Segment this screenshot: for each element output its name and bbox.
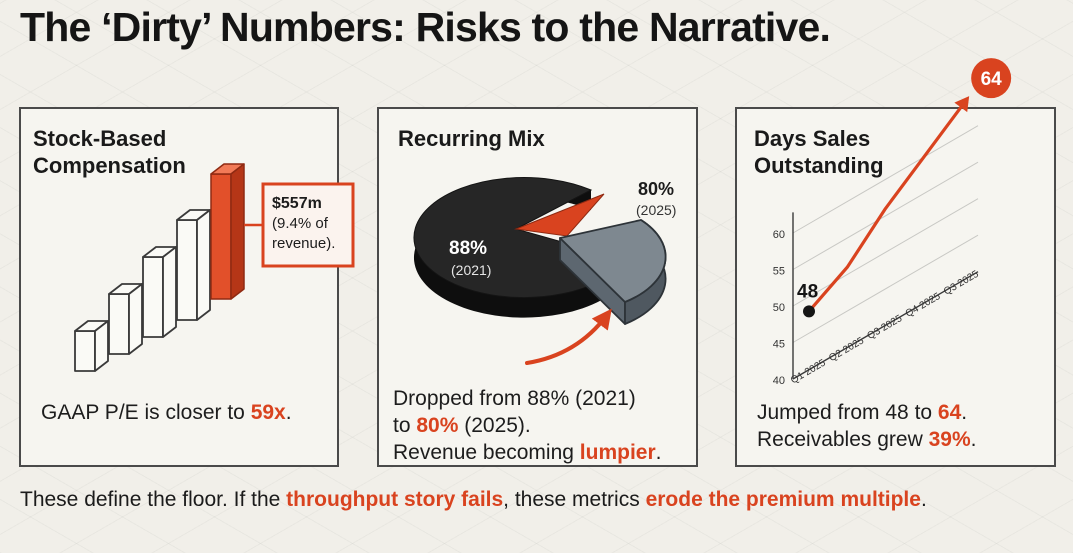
- dso-start-point: [803, 305, 815, 318]
- sbc-heading: Stock-Based Compensation: [33, 126, 186, 178]
- pie-2021-percent: 88%: [449, 238, 487, 259]
- dso-y-tick-label: 60: [773, 229, 785, 241]
- recurring-caption-line2: to 80% (2025).: [393, 414, 531, 437]
- recurring-caption: Dropped from 88% (2021) to 80% (2025). R…: [393, 385, 662, 466]
- iso-bar-4: [176, 209, 211, 321]
- dso-end-label: 64: [981, 69, 1003, 90]
- dso-64-highlight: 64: [937, 401, 962, 424]
- recurring-caption-line1: Dropped from 88% (2021): [393, 387, 636, 410]
- dso-panel: Days Sales Outstanding 40 45 50 55 60 Q1 2025…: [735, 58, 1056, 467]
- sbc-caption: GAAP P/E is closer to 59x.: [41, 401, 292, 424]
- dso-heading: Days Sales Outstanding: [754, 126, 884, 178]
- recurring-2025-value: 80%: [416, 414, 459, 437]
- gaap-pe-value: 59x: [250, 401, 286, 424]
- callout-amount: $557m: [272, 195, 322, 212]
- dso-caption-line2: Receivables grew 39%.: [757, 428, 977, 451]
- dso-x-tick-label: Q1 2025: [789, 357, 828, 386]
- pie-80-slice: [559, 219, 667, 325]
- dso-caption: Jumped from 48 to 64. Receivables grew 3…: [757, 399, 976, 453]
- sbc-panel: Stock-Based Compensation: [19, 107, 355, 467]
- sbc-bar-illustration: $557m (9.4% of revenue).: [74, 163, 355, 372]
- recurring-caption-line3: Revenue becoming lumpier.: [393, 441, 662, 464]
- dso-gridline: [792, 234, 979, 343]
- footer-highlight-erode: erode the premium multiple: [645, 488, 921, 511]
- dso-x-tick-label: Q3 2025: [865, 313, 904, 342]
- callout-revenue: revenue).: [272, 235, 335, 252]
- lumpier-highlight: lumpier: [579, 441, 656, 464]
- dso-gridline: [792, 125, 979, 234]
- pie-2021-year: (2021): [451, 262, 491, 278]
- iso-bar-1: [74, 320, 109, 372]
- recurring-heading: Recurring Mix: [398, 126, 545, 151]
- receivables-growth-highlight: 39%: [928, 428, 971, 451]
- recurring-pie-illustration: 88% (2021) 80% (2025): [413, 177, 676, 365]
- recurring-panel: Recurring Mix 88% (2021) 80% (2025) Drop…: [377, 107, 698, 467]
- dso-x-axis: [792, 271, 979, 380]
- dso-y-tick-label: 40: [773, 375, 785, 387]
- dso-end-badge: [971, 58, 1012, 99]
- footer-statement: These define the floor. If the throughpu…: [20, 488, 927, 511]
- dso-start-label: 48: [797, 281, 818, 302]
- dso-line: [807, 104, 964, 313]
- dso-x-tick-label: Q2 2025: [827, 335, 866, 364]
- pie-lost-wedge: [514, 193, 605, 237]
- dso-x-tick-label: Q3 2025: [942, 269, 981, 298]
- pie-2025-percent: 80%: [638, 179, 674, 199]
- iso-bar-highlight: [210, 163, 245, 300]
- dso-x-tick-label: Q4 2025: [904, 291, 943, 320]
- dso-y-tick-label: 55: [773, 266, 785, 278]
- callout-percent: (9.4% of: [272, 215, 329, 232]
- dso-y-tick-label: 50: [773, 302, 785, 314]
- dso-gridline: [792, 161, 979, 270]
- iso-bar-3: [142, 246, 177, 338]
- dso-y-tick-label: 45: [773, 339, 785, 351]
- dso-caption-line1: Jumped from 48 to 64.: [757, 401, 968, 424]
- page-title: The ‘Dirty’ Numbers: Risks to the Narrat…: [20, 4, 831, 50]
- shift-arrow: [525, 308, 612, 365]
- footer-highlight-throughput: throughput story fails: [286, 488, 504, 511]
- pie-2025-year: (2025): [636, 202, 676, 218]
- dso-arrowhead: [954, 96, 970, 113]
- sbc-callout-box: [261, 182, 355, 268]
- dso-gridline: [792, 198, 979, 307]
- iso-bar-2: [108, 283, 143, 355]
